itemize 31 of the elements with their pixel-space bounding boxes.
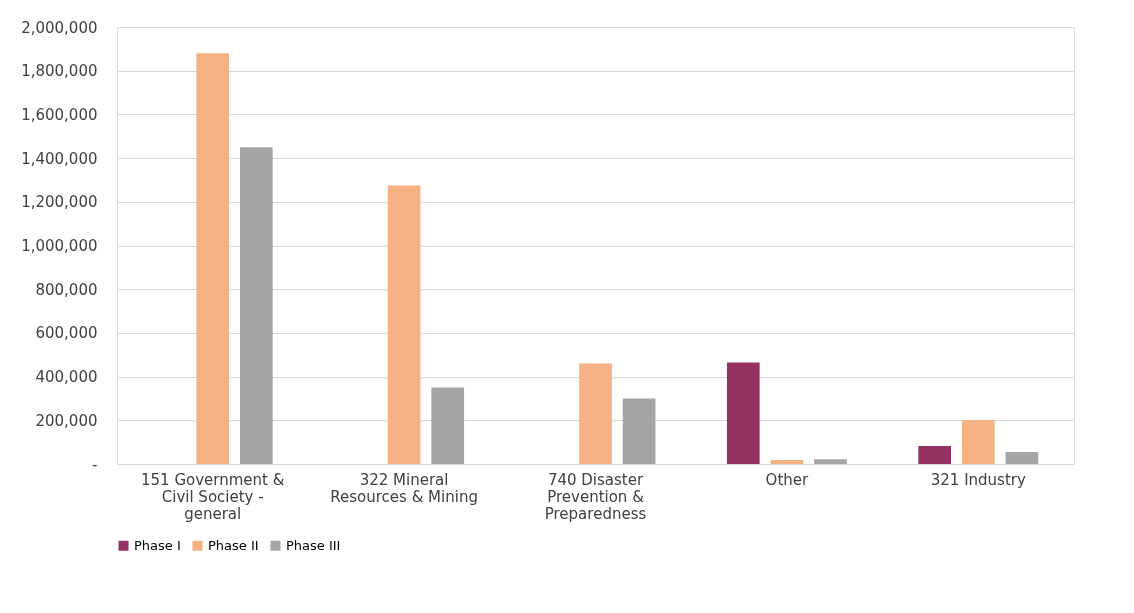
bar (196, 53, 230, 464)
y-tick-label: 2,000,000 (21, 18, 98, 37)
bar (431, 387, 465, 464)
y-tick-label: 1,800,000 (21, 62, 98, 81)
x-tick-label: 322 Mineral Resources & Mining (330, 470, 478, 506)
y-tick-label: 800,000 (35, 280, 98, 299)
y-tick-label: 1,600,000 (21, 105, 98, 124)
bar (579, 363, 612, 464)
legend-label: Phase II (208, 537, 259, 553)
bar (814, 459, 847, 464)
legend-label: Phase III (286, 537, 341, 553)
bar (726, 362, 760, 464)
bar (770, 460, 804, 464)
y-tick-label: 1,000,000 (21, 237, 98, 255)
x-tick-label: Other (765, 470, 810, 489)
y-tick-label: 600,000 (35, 324, 98, 343)
y-tick-label: 1,200,000 (21, 193, 98, 212)
y-tick-label: 200,000 (35, 411, 98, 430)
bar (961, 420, 995, 464)
bar (918, 446, 952, 464)
bar (387, 185, 421, 464)
x-tick-label: 740 Disaster Prevention & Preparedness (544, 470, 647, 523)
bar (1005, 451, 1039, 464)
y-tick-label: 1,400,000 (21, 149, 98, 168)
bar (239, 147, 273, 464)
bar (622, 398, 656, 464)
y-tick-label: 400,000 (35, 368, 98, 387)
legend-label: Phase I (134, 537, 181, 553)
x-tick-label: 321 Industry (930, 470, 1026, 489)
y-tick-label: - (92, 455, 98, 474)
x-tick-label: 151 Government & Civil Society - general (140, 470, 285, 523)
